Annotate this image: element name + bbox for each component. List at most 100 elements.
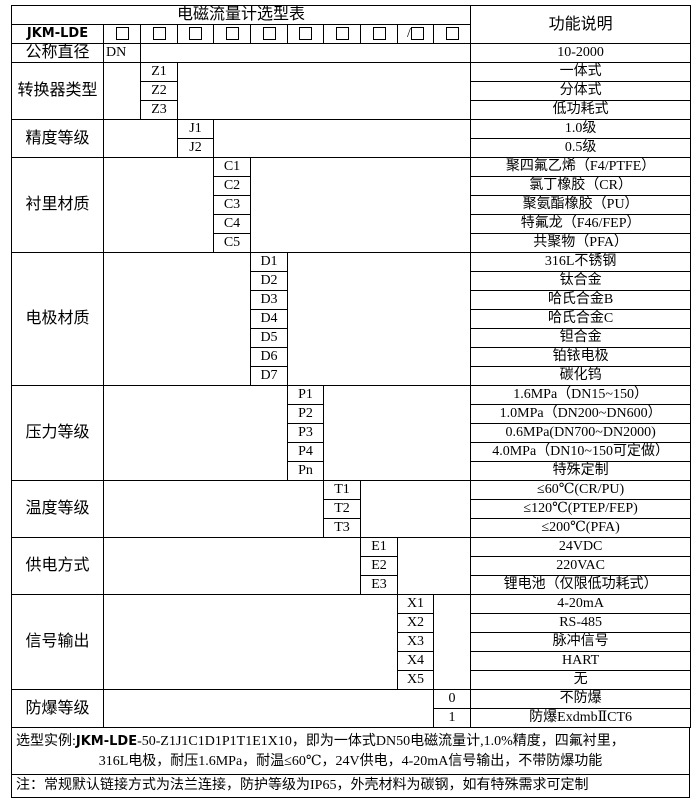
option-row: 1 防爆ExdmbⅡCT6 <box>12 708 692 728</box>
option-code: P3 <box>287 423 324 443</box>
code-box-8 <box>360 24 398 44</box>
option-row: C3 聚氨酯橡胶（PU） <box>12 195 692 215</box>
option-code: C4 <box>213 214 251 234</box>
option-code: Z3 <box>140 100 178 120</box>
diameter-row: 公称直径 DN 10-2000 <box>11 43 692 63</box>
option-code: Z1 <box>140 62 178 82</box>
code-box-4 <box>213 24 251 44</box>
option-code: T1 <box>323 480 361 500</box>
option-description: ≤200℃(PFA) <box>470 518 692 538</box>
option-description: 0.5级 <box>470 138 692 158</box>
option-code: T3 <box>323 518 361 538</box>
code-box-1 <box>103 24 141 44</box>
empty-cell <box>103 537 361 595</box>
option-code: D4 <box>250 309 288 329</box>
box-icon <box>152 27 166 41</box>
code-box-9: / <box>397 24 434 44</box>
empty-cell <box>103 252 251 386</box>
option-code: P4 <box>287 442 324 462</box>
code-box-10 <box>432 24 472 44</box>
box-icon <box>410 27 424 41</box>
option-row: 衬里材质 C1 聚四氟乙烯（F4/PTFE） <box>11 157 692 253</box>
option-description: 低功耗式 <box>470 100 692 120</box>
option-row: T2 ≤120℃(PTEP/FEP) <box>12 499 692 519</box>
option-description: 哈氏合金C <box>470 309 692 329</box>
selection-table: 电磁流量计选型表 功能说明 JKM-LDE / 公称直径 DN 10-2000 … <box>10 5 692 728</box>
option-row: 转换器类型 Z1 一体式 <box>11 62 692 120</box>
table-title: 电磁流量计选型表 <box>10 5 472 25</box>
option-code: C2 <box>213 176 251 196</box>
option-code: C1 <box>213 157 251 177</box>
option-description: 哈氏合金B <box>470 290 692 310</box>
box-icon <box>262 27 276 41</box>
option-row: P4 4.0MPa（DN10~150可定做） <box>12 442 692 462</box>
empty-cell <box>359 480 472 538</box>
empty-cell <box>103 157 214 253</box>
option-description: 特氟龙（F46/FEP） <box>470 214 692 234</box>
option-description: 1.0MPa（DN200~DN600） <box>470 404 692 424</box>
option-description: 脉冲信号 <box>470 632 692 652</box>
empty-cell <box>103 385 288 481</box>
code-box-5 <box>250 24 288 44</box>
option-row: T3 ≤200℃(PFA) <box>12 518 692 538</box>
empty-cell <box>103 594 398 690</box>
section-label: 温度等级 <box>11 480 104 538</box>
box-icon <box>372 27 386 41</box>
option-description: 1.6MPa（DN15~150） <box>470 385 692 405</box>
option-code: E1 <box>360 537 398 557</box>
empty-cell <box>396 537 472 595</box>
option-code: D3 <box>250 290 288 310</box>
option-code: 0 <box>432 689 472 709</box>
option-row: D7 碳化钨 <box>12 366 692 386</box>
option-row: 温度等级 T1 ≤60℃(CR/PU) <box>11 480 692 538</box>
option-description: 4.0MPa（DN10~150可定做） <box>470 442 692 462</box>
box-icon <box>115 27 129 41</box>
option-row: 供电方式 E1 24VDC <box>11 537 692 595</box>
diameter-label: 公称直径 <box>11 43 104 63</box>
example-line2: 316L电极，耐压1.6MPa，耐温≤60℃，24V供电，4-20mA信号输出，… <box>98 754 603 769</box>
empty-cell <box>103 62 141 120</box>
example-model: JKM-LDE <box>75 734 138 749</box>
option-code: C5 <box>213 233 251 253</box>
option-code: Z2 <box>140 81 178 101</box>
option-row: 信号输出 X1 4-20mA <box>11 594 692 690</box>
empty-cell <box>212 119 472 158</box>
option-description: 1.0级 <box>470 119 692 139</box>
option-code: Pn <box>287 461 324 481</box>
box-icon <box>189 27 202 41</box>
option-row: 电极材质 D1 316L不锈钢 <box>11 252 692 386</box>
box-icon <box>445 27 459 41</box>
empty-cell <box>103 119 178 158</box>
option-description: 分体式 <box>470 81 692 101</box>
option-description: 共聚物（PFA） <box>470 233 692 253</box>
option-code: J1 <box>177 119 214 139</box>
section-label: 电极材质 <box>11 252 104 386</box>
section-label: 防爆等级 <box>11 689 104 728</box>
empty-cell <box>103 689 434 728</box>
model-prefix: JKM-LDE <box>11 24 104 44</box>
option-description: 钽合金 <box>470 328 692 348</box>
option-description: 钛合金 <box>470 271 692 291</box>
option-code: C3 <box>213 195 251 215</box>
section-label: 衬里材质 <box>11 157 104 253</box>
code-box-2 <box>140 24 178 44</box>
option-description: 不防爆 <box>470 689 692 709</box>
option-code: D5 <box>250 328 288 348</box>
option-description: 锂电池（仅限低功耗式） <box>470 575 692 595</box>
option-description: 特殊定制 <box>470 461 692 481</box>
option-code: T2 <box>323 499 361 519</box>
code-box-6 <box>287 24 324 44</box>
option-code: X5 <box>397 670 434 690</box>
box-icon <box>299 27 312 41</box>
option-code: D2 <box>250 271 288 291</box>
option-row: Pn 特殊定制 <box>12 461 692 481</box>
option-code: D1 <box>250 252 288 272</box>
option-description: 316L不锈钢 <box>470 252 692 272</box>
option-description: 220VAC <box>470 556 692 576</box>
option-description: 聚氨酯橡胶（PU） <box>470 195 692 215</box>
option-description: 一体式 <box>470 62 692 82</box>
empty-cell <box>432 594 472 690</box>
section-label: 信号输出 <box>11 594 104 690</box>
example: 选型实例:JKM-LDE-50-Z1J1C1D1P1T1E1X10，即为一体式D… <box>12 728 689 774</box>
empty-cell <box>139 43 472 63</box>
